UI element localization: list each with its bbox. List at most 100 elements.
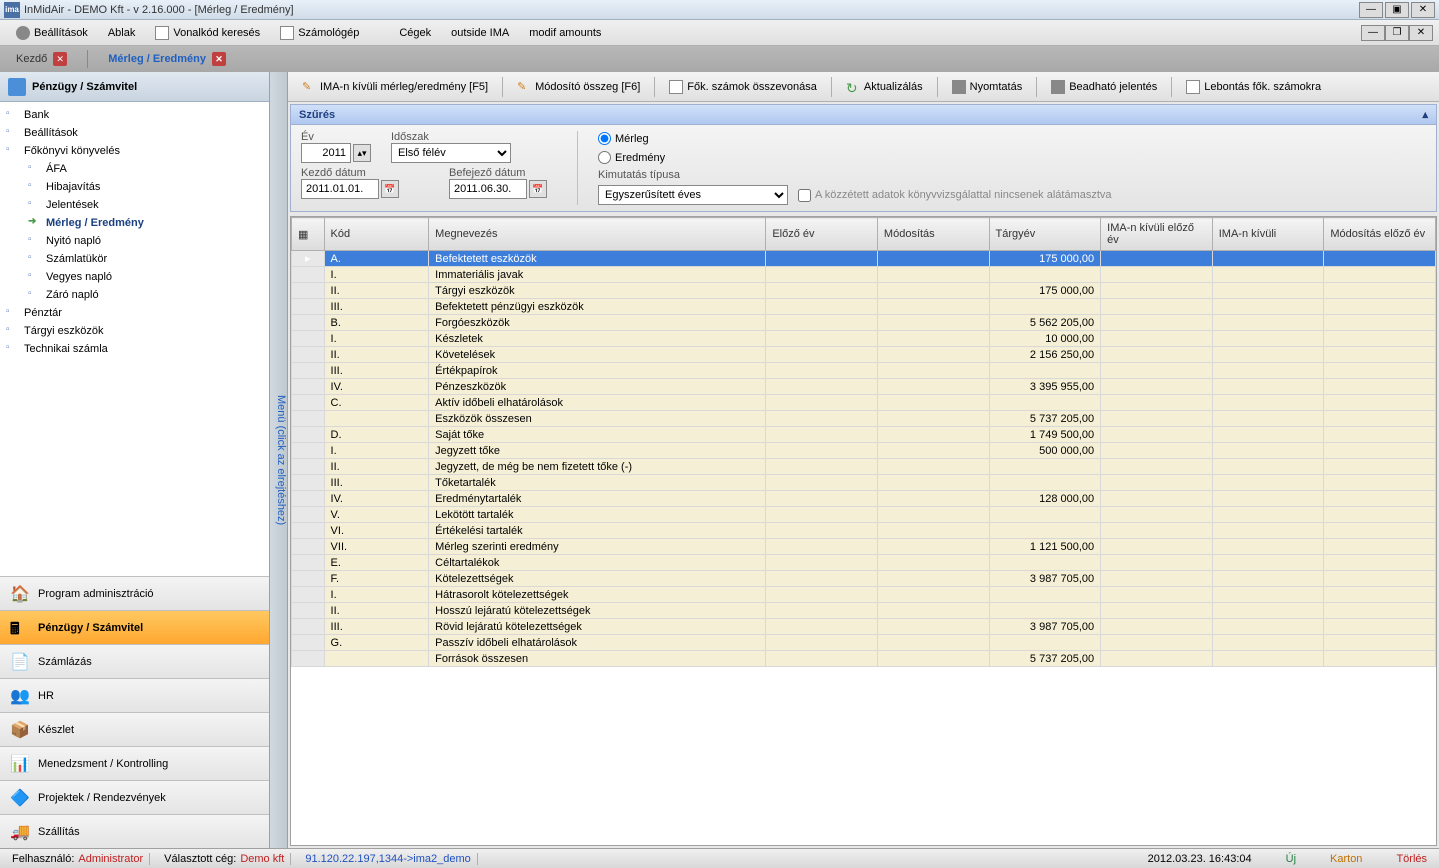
- tree-item[interactable]: ▫Hibajavítás: [0, 178, 269, 196]
- table-row[interactable]: III.Rövid lejáratú kötelezettségek3 987 …: [292, 619, 1436, 635]
- table-row[interactable]: VI.Értékelési tartalék: [292, 523, 1436, 539]
- year-spinner[interactable]: ▴▾: [353, 144, 371, 162]
- module-item[interactable]: 📊Menedzsment / Kontrolling: [0, 746, 269, 780]
- grid-header-mod[interactable]: Módosítás: [877, 218, 989, 251]
- module-item[interactable]: 🔷Projektek / Rendezvények: [0, 780, 269, 814]
- menu-modif-amounts[interactable]: modif amounts: [519, 23, 611, 43]
- table-row[interactable]: G.Passzív időbeli elhatárolások: [292, 635, 1436, 651]
- mdi-close-button[interactable]: ✕: [1409, 25, 1433, 41]
- table-row[interactable]: C.Aktív időbeli elhatárolások: [292, 395, 1436, 411]
- tool-modifier[interactable]: ✎Módosító összeg [F6]: [509, 76, 648, 98]
- tree-item[interactable]: ▫Tárgyi eszközök: [0, 322, 269, 340]
- filter-header[interactable]: Szűrés ▴: [291, 105, 1436, 125]
- minimize-button[interactable]: —: [1359, 2, 1383, 18]
- period-select[interactable]: Első félév: [391, 143, 511, 163]
- table-row[interactable]: VII.Mérleg szerinti eredmény1 121 500,00: [292, 539, 1436, 555]
- menu-companies[interactable]: Cégek: [389, 23, 441, 43]
- collapse-icon[interactable]: ▴: [1422, 108, 1428, 121]
- tool-report[interactable]: Beadható jelentés: [1043, 76, 1165, 98]
- menu-window[interactable]: Ablak: [98, 23, 146, 43]
- table-row[interactable]: III.Tőketartalék: [292, 475, 1436, 491]
- table-row[interactable]: II.Tárgyi eszközök175 000,00: [292, 283, 1436, 299]
- status-delete-button[interactable]: Törlés: [1396, 853, 1427, 865]
- tree-item[interactable]: ▫Nyitó napló: [0, 232, 269, 250]
- module-item[interactable]: 🏠Program adminisztráció: [0, 576, 269, 610]
- module-item[interactable]: 🚚Szállítás: [0, 814, 269, 848]
- grid-header-current[interactable]: Tárgyév: [989, 218, 1101, 251]
- year-input[interactable]: [301, 143, 351, 163]
- tree-item[interactable]: ▫Pénztár: [0, 304, 269, 322]
- audit-checkbox[interactable]: [798, 189, 811, 202]
- radio-eredmeny[interactable]: Eredmény: [598, 150, 1112, 165]
- tool-refresh[interactable]: ↻Aktualizálás: [838, 76, 931, 98]
- tree-item[interactable]: ▫Főkönyvi könyvelés: [0, 142, 269, 160]
- table-row[interactable]: II.Követelések2 156 250,00: [292, 347, 1436, 363]
- module-item[interactable]: 📦Készlet: [0, 712, 269, 746]
- tree-item[interactable]: ▫ÁFA: [0, 160, 269, 178]
- table-row[interactable]: Eszközök összesen5 737 205,00: [292, 411, 1436, 427]
- menu-outside-ima[interactable]: outside IMA: [441, 23, 519, 43]
- close-button[interactable]: ✕: [1411, 2, 1435, 18]
- tree-item[interactable]: ▫Jelentések: [0, 196, 269, 214]
- table-row[interactable]: V.Lekötött tartalék: [292, 507, 1436, 523]
- tab-merleg[interactable]: Mérleg / Eredmény ✕: [100, 48, 234, 70]
- calendar-button[interactable]: 📅: [529, 180, 547, 198]
- table-row[interactable]: Források összesen5 737 205,00: [292, 651, 1436, 667]
- grid-header-mod-prev[interactable]: Módosítás előző év: [1324, 218, 1436, 251]
- tree-item[interactable]: ➜Mérleg / Eredmény: [0, 214, 269, 232]
- table-row[interactable]: III.Befektetett pénzügyi eszközök: [292, 299, 1436, 315]
- grid-header-indicator[interactable]: ▦: [292, 218, 325, 251]
- tool-ima-external[interactable]: ✎IMA-n kívüli mérleg/eredmény [F5]: [294, 76, 496, 98]
- grid-header-prev[interactable]: Előző év: [766, 218, 878, 251]
- menu-calculator[interactable]: Számológép: [270, 22, 369, 44]
- table-row[interactable]: I.Készletek10 000,00: [292, 331, 1436, 347]
- table-row[interactable]: II.Jegyzett, de még be nem fizetett tőke…: [292, 459, 1436, 475]
- tree-item[interactable]: ▫Záró napló: [0, 286, 269, 304]
- module-item[interactable]: 📄Számlázás: [0, 644, 269, 678]
- table-row[interactable]: IV.Pénzeszközök3 395 955,00: [292, 379, 1436, 395]
- audit-checkbox-row[interactable]: A közzétett adatok könyvvizsgálattal nin…: [798, 189, 1112, 202]
- table-row[interactable]: D.Saját tőke1 749 500,00: [292, 427, 1436, 443]
- status-card-button[interactable]: Karton: [1330, 853, 1362, 865]
- tool-breakdown[interactable]: Lebontás fők. számokra: [1178, 76, 1329, 98]
- start-date-input[interactable]: [301, 179, 379, 199]
- module-item[interactable]: 🖩Pénzügy / Számvitel: [0, 610, 269, 644]
- radio-merleg[interactable]: Mérleg: [598, 131, 1112, 146]
- grid-header-kod[interactable]: Kód: [324, 218, 429, 251]
- tool-merge[interactable]: Fők. számok összevonása: [661, 76, 825, 98]
- table-row[interactable]: E.Céltartalékok: [292, 555, 1436, 571]
- table-row[interactable]: IV.Eredménytartalék128 000,00: [292, 491, 1436, 507]
- mdi-minimize-button[interactable]: —: [1361, 25, 1385, 41]
- radio-input[interactable]: [598, 151, 611, 164]
- table-row[interactable]: III.Értékpapírok: [292, 363, 1436, 379]
- maximize-button[interactable]: ▣: [1385, 2, 1409, 18]
- status-new-button[interactable]: Új: [1286, 853, 1296, 865]
- calendar-button[interactable]: 📅: [381, 180, 399, 198]
- table-row[interactable]: I.Hátrasorolt kötelezettségek: [292, 587, 1436, 603]
- table-row[interactable]: B.Forgóeszközök5 562 205,00: [292, 315, 1436, 331]
- table-row[interactable]: ▸A.Befektetett eszközök175 000,00: [292, 251, 1436, 267]
- tool-print[interactable]: Nyomtatás: [944, 76, 1031, 98]
- menu-settings[interactable]: Beállítások: [6, 22, 98, 44]
- tree-item[interactable]: ▫Technikai számla: [0, 340, 269, 358]
- type-select[interactable]: Egyszerűsített éves: [598, 185, 788, 205]
- mdi-restore-button[interactable]: ❐: [1385, 25, 1409, 41]
- tree-item[interactable]: ▫Bank: [0, 106, 269, 124]
- table-row[interactable]: II.Hosszú lejáratú kötelezettségek: [292, 603, 1436, 619]
- end-date-input[interactable]: [449, 179, 527, 199]
- grid-header-name[interactable]: Megnevezés: [429, 218, 766, 251]
- tree-item[interactable]: ▫Számlatükör: [0, 250, 269, 268]
- table-row[interactable]: I.Jegyzett tőke500 000,00: [292, 443, 1436, 459]
- tree-item[interactable]: ▫Vegyes napló: [0, 268, 269, 286]
- sidebar-splitter[interactable]: Menü (click az elrejtéshez): [270, 72, 288, 848]
- table-row[interactable]: I.Immateriális javak: [292, 267, 1436, 283]
- radio-input[interactable]: [598, 132, 611, 145]
- data-grid[interactable]: ▦ Kód Megnevezés Előző év Módosítás Tárg…: [291, 217, 1436, 667]
- tab-home[interactable]: Kezdő ✕: [8, 48, 75, 70]
- table-row[interactable]: F.Kötelezettségek3 987 705,00: [292, 571, 1436, 587]
- grid-header-ima-prev[interactable]: IMA-n kívüli előző év: [1101, 218, 1213, 251]
- tab-close-icon[interactable]: ✕: [53, 52, 67, 66]
- tab-close-icon[interactable]: ✕: [212, 52, 226, 66]
- module-item[interactable]: 👥HR: [0, 678, 269, 712]
- tree-item[interactable]: ▫Beállítások: [0, 124, 269, 142]
